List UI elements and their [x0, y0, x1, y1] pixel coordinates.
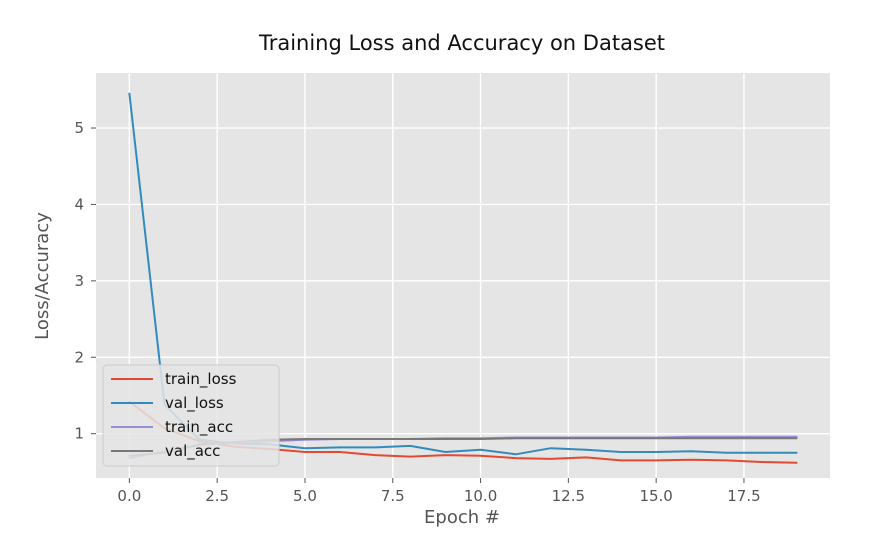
chart-title: Training Loss and Accuracy on Dataset [258, 31, 665, 55]
tick-labels: 0.0 2.5 5.0 7.5 10.0 12.5 15.0 17.5 1 2 3 4 5 [74, 119, 760, 505]
y-tick-label: 5 [74, 119, 84, 137]
legend: train_loss val_loss train_acc val_acc [102, 364, 280, 467]
legend-box [102, 364, 280, 467]
x-tick-label: 5.0 [293, 487, 317, 505]
y-axis-label: Loss/Accuracy [32, 212, 53, 340]
x-tick-label: 10.0 [464, 487, 497, 505]
legend-label: val_loss [165, 394, 224, 413]
x-tick-label: 2.5 [205, 487, 229, 505]
x-tick-label: 17.5 [727, 487, 760, 505]
grid [91, 73, 830, 483]
legend-label: train_loss [165, 370, 237, 389]
y-tick-label: 2 [74, 348, 84, 366]
legend-label: val_acc [165, 442, 220, 461]
x-axis-label: Epoch # [424, 507, 500, 528]
legend-label: train_acc [165, 418, 233, 437]
y-tick-label: 1 [74, 425, 84, 443]
x-tick-label: 0.0 [117, 487, 141, 505]
y-tick-label: 4 [74, 195, 84, 213]
x-tick-label: 15.0 [639, 487, 672, 505]
y-tick-label: 3 [74, 272, 84, 290]
x-tick-label: 12.5 [552, 487, 585, 505]
x-tick-label: 7.5 [381, 487, 405, 505]
